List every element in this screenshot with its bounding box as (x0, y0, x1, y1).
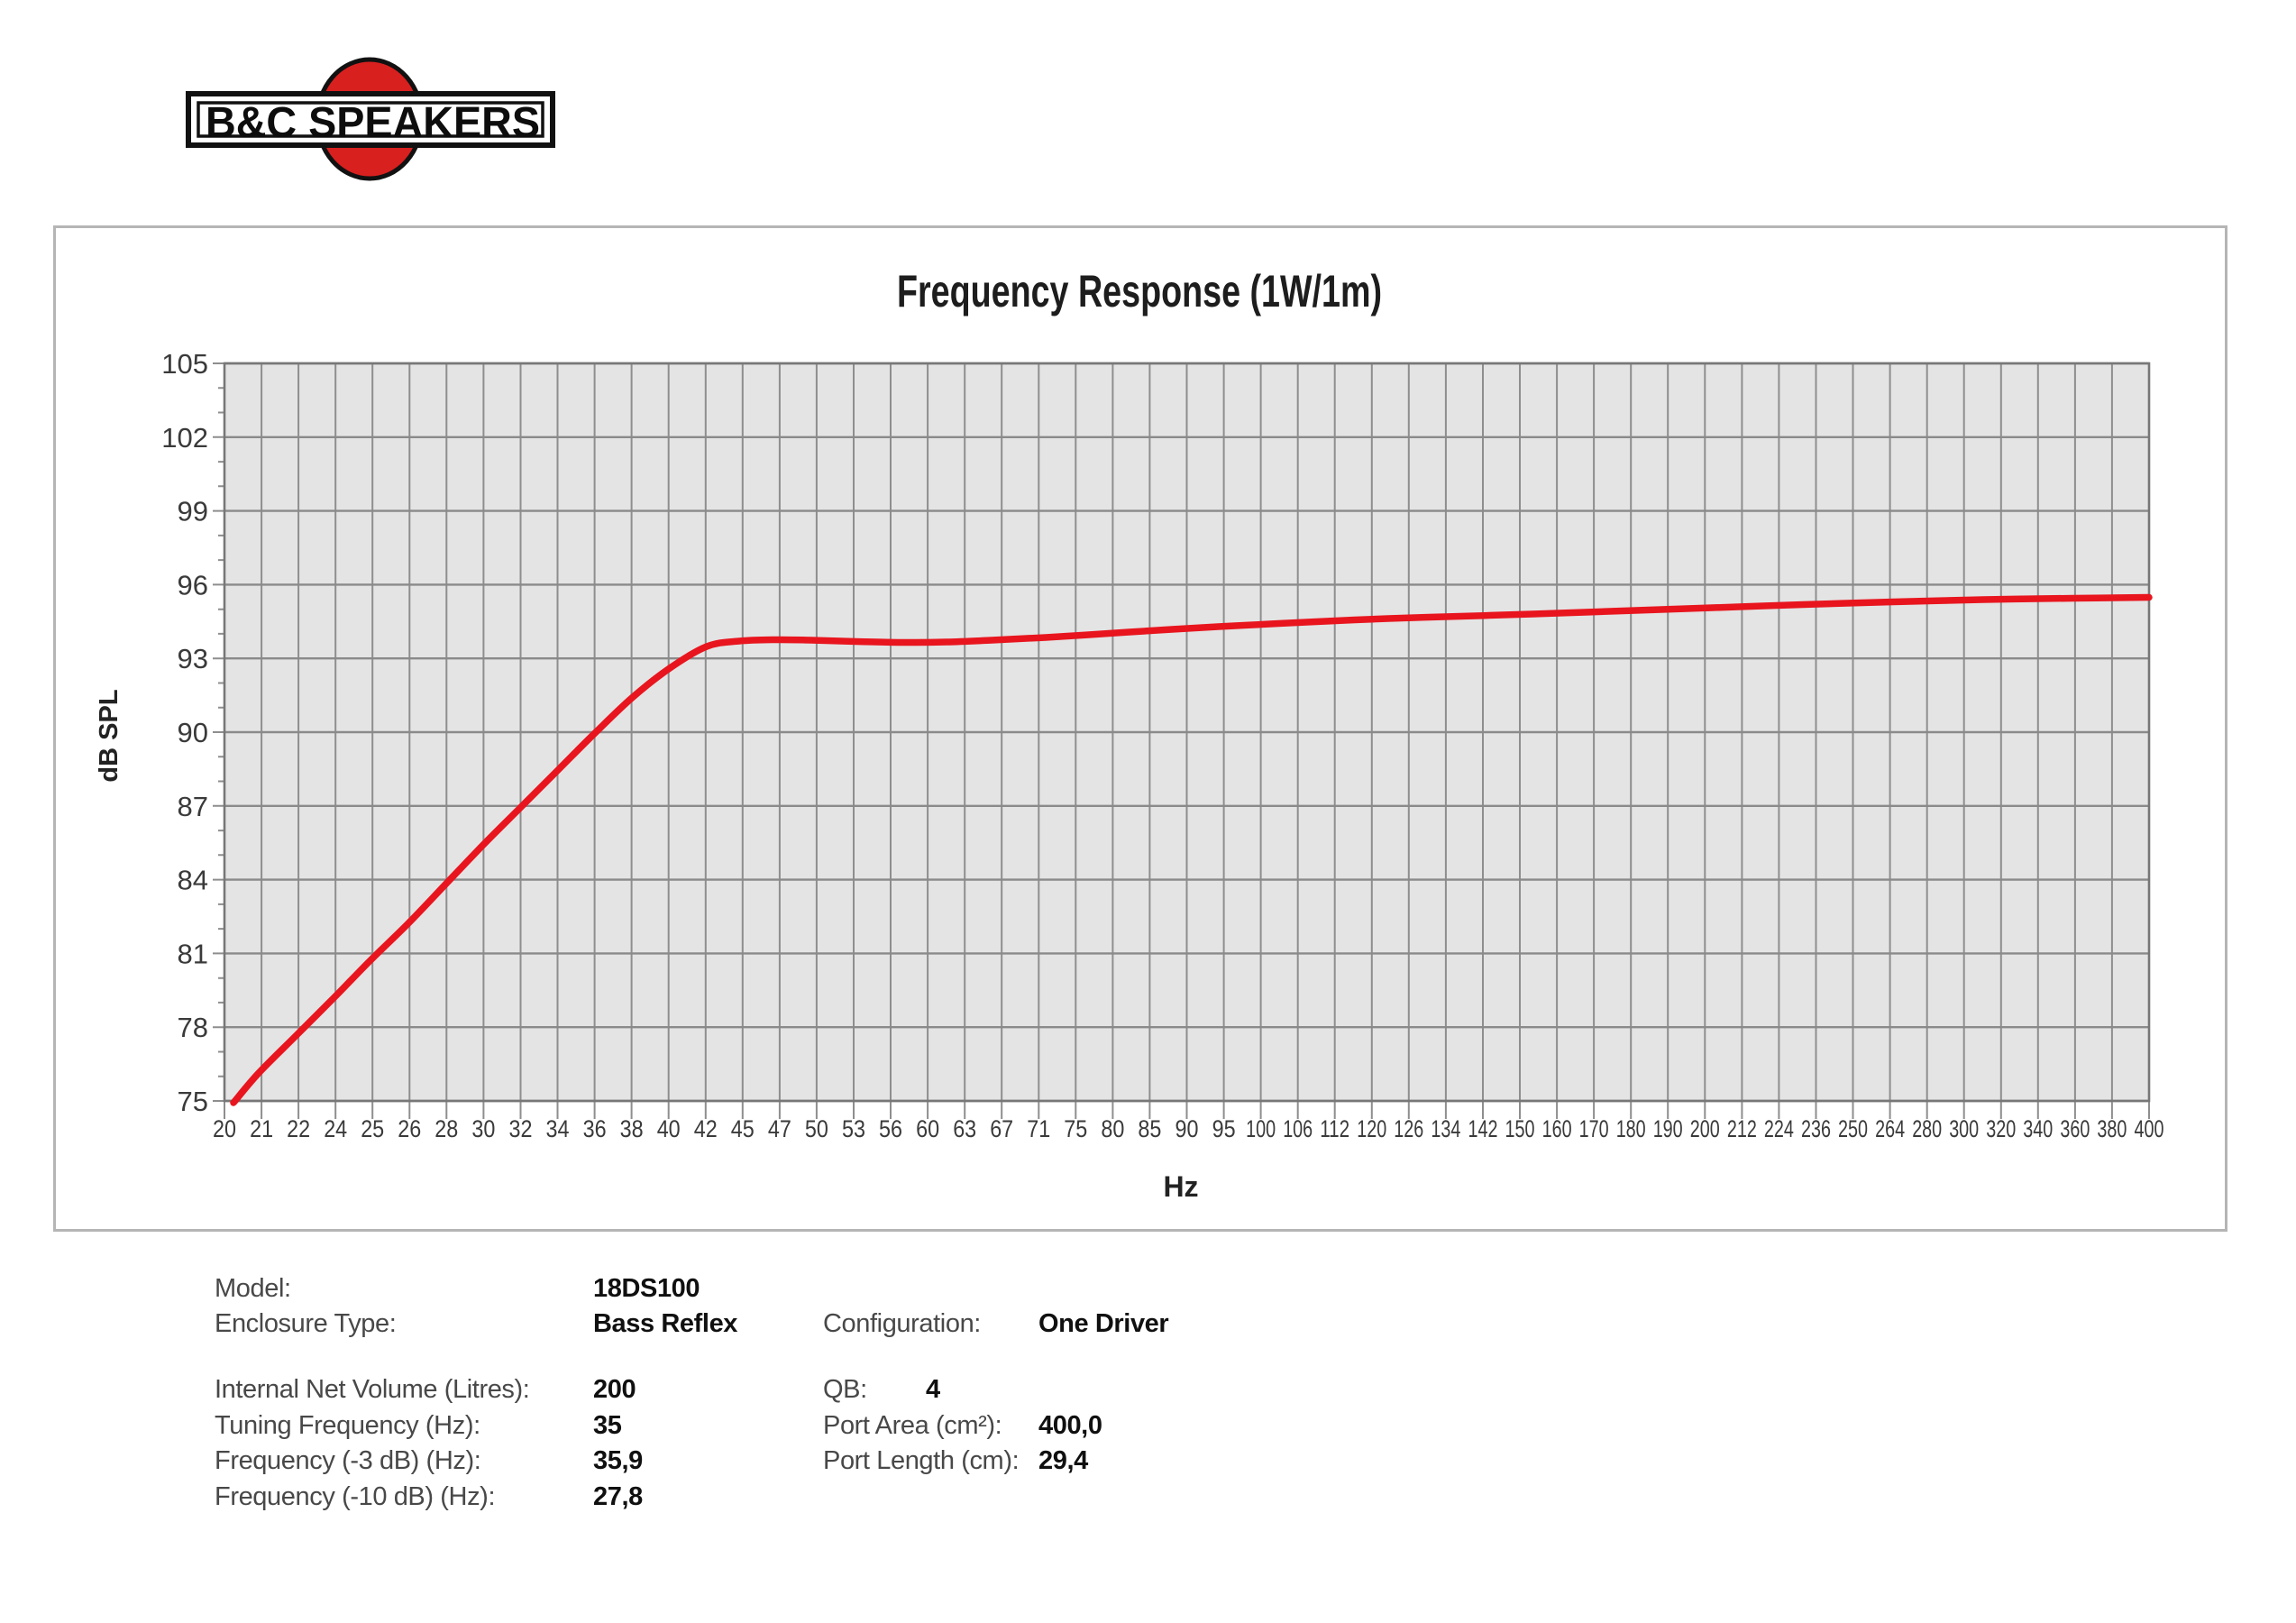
svg-text:400: 400 (2135, 1115, 2164, 1142)
svg-text:32: 32 (509, 1115, 533, 1142)
svg-text:38: 38 (620, 1115, 644, 1142)
svg-text:180: 180 (1616, 1115, 1646, 1142)
svg-text:320: 320 (1986, 1115, 2016, 1142)
svg-text:21: 21 (250, 1115, 273, 1142)
svg-text:80: 80 (1101, 1115, 1124, 1142)
svg-text:26: 26 (398, 1115, 421, 1142)
svg-text:60: 60 (916, 1115, 939, 1142)
svg-text:100: 100 (1246, 1115, 1276, 1142)
svg-text:71: 71 (1027, 1115, 1050, 1142)
svg-text:90: 90 (1175, 1115, 1199, 1142)
svg-text:20: 20 (213, 1115, 236, 1142)
svg-text:81: 81 (178, 938, 208, 969)
svg-text:85: 85 (1138, 1115, 1161, 1142)
svg-text:360: 360 (2060, 1115, 2090, 1142)
svg-text:90: 90 (178, 717, 208, 748)
svg-text:56: 56 (879, 1115, 902, 1142)
svg-text:67: 67 (990, 1115, 1013, 1142)
svg-text:212: 212 (1727, 1115, 1757, 1142)
svg-text:236: 236 (1801, 1115, 1831, 1142)
svg-text:63: 63 (953, 1115, 976, 1142)
svg-text:264: 264 (1875, 1115, 1905, 1142)
svg-text:40: 40 (657, 1115, 681, 1142)
svg-text:126: 126 (1394, 1115, 1423, 1142)
svg-text:95: 95 (1212, 1115, 1236, 1142)
svg-text:102: 102 (161, 422, 208, 454)
svg-text:280: 280 (1912, 1115, 1942, 1142)
svg-text:24: 24 (324, 1115, 347, 1142)
svg-text:112: 112 (1320, 1115, 1349, 1142)
svg-text:50: 50 (805, 1115, 828, 1142)
svg-text:45: 45 (731, 1115, 755, 1142)
svg-text:134: 134 (1431, 1115, 1460, 1142)
svg-text:142: 142 (1468, 1115, 1498, 1142)
svg-text:25: 25 (361, 1115, 384, 1142)
svg-text:30: 30 (471, 1115, 495, 1142)
svg-text:120: 120 (1357, 1115, 1386, 1142)
svg-text:170: 170 (1579, 1115, 1609, 1142)
svg-text:224: 224 (1764, 1115, 1794, 1142)
svg-text:87: 87 (178, 791, 208, 822)
svg-text:190: 190 (1653, 1115, 1683, 1142)
svg-text:Frequency Response (1W/1m): Frequency Response (1W/1m) (897, 266, 1382, 316)
svg-text:28: 28 (435, 1115, 458, 1142)
svg-text:150: 150 (1505, 1115, 1535, 1142)
svg-text:75: 75 (1064, 1115, 1087, 1142)
svg-text:B&C SPEAKERS: B&C SPEAKERS (206, 99, 540, 147)
svg-text:78: 78 (178, 1012, 208, 1043)
svg-text:160: 160 (1542, 1115, 1572, 1142)
svg-text:380: 380 (2097, 1115, 2127, 1142)
svg-text:22: 22 (287, 1115, 310, 1142)
svg-text:42: 42 (694, 1115, 718, 1142)
svg-text:84: 84 (178, 865, 208, 896)
svg-text:34: 34 (546, 1115, 570, 1142)
svg-text:53: 53 (842, 1115, 865, 1142)
svg-text:200: 200 (1690, 1115, 1720, 1142)
svg-text:340: 340 (2023, 1115, 2053, 1142)
svg-text:250: 250 (1838, 1115, 1868, 1142)
svg-text:99: 99 (178, 496, 208, 527)
svg-text:106: 106 (1283, 1115, 1313, 1142)
svg-text:36: 36 (583, 1115, 607, 1142)
svg-text:75: 75 (178, 1086, 208, 1117)
svg-text:105: 105 (161, 348, 208, 380)
svg-text:93: 93 (178, 643, 208, 674)
svg-text:47: 47 (768, 1115, 791, 1142)
svg-text:96: 96 (178, 569, 208, 601)
svg-text:300: 300 (1949, 1115, 1979, 1142)
